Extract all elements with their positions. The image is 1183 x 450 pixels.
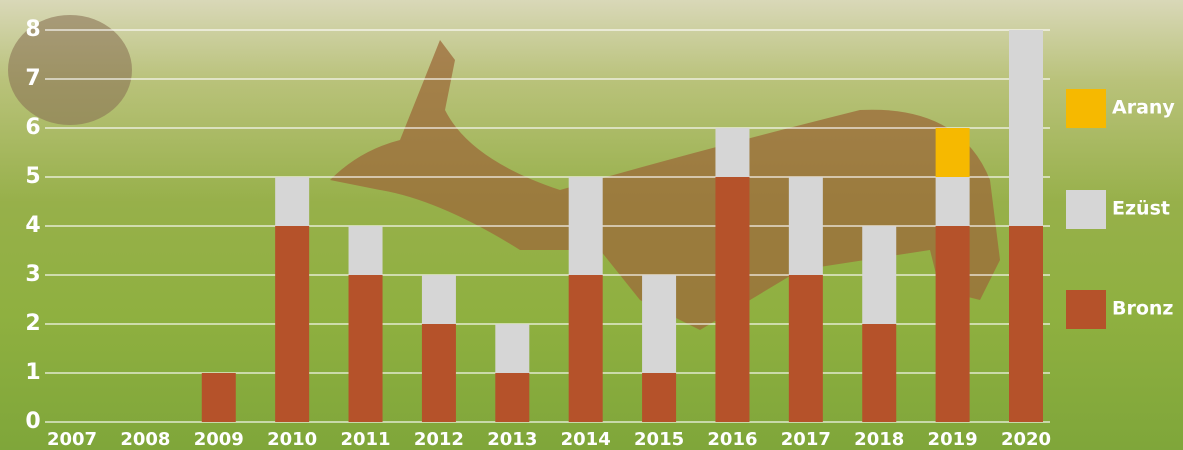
page: 0 1 2 3 4 5 6 7 8 2007 2008 2009 2010 2011 2012 2013 201…: [0, 0, 1183, 450]
bar-segment: [715, 177, 749, 422]
bar-segment: [422, 324, 456, 422]
x-tick-label: 2014: [561, 429, 611, 450]
bar-segment: [569, 275, 603, 422]
bar-segment: [936, 128, 970, 177]
y-tick-label: 4: [25, 213, 40, 238]
bar-segment: [936, 226, 970, 422]
bar-segment: [569, 177, 603, 275]
y-tick-label: 1: [25, 360, 40, 385]
x-tick-label: 2020: [1001, 429, 1051, 450]
bar-segment: [715, 128, 749, 177]
x-tick-label: 2016: [707, 429, 757, 450]
bar-segment: [642, 275, 676, 373]
legend-label: Bronz: [1112, 298, 1174, 320]
bar-segment: [349, 275, 383, 422]
x-tick-label: 2018: [854, 429, 904, 450]
bar-segment: [642, 373, 676, 422]
bar-segment: [495, 324, 529, 373]
x-tick-label: 2012: [414, 429, 464, 450]
bar-segment: [789, 275, 823, 422]
x-tick-label: 2011: [340, 429, 390, 450]
x-tick-label: 2010: [267, 429, 317, 450]
bar-segment: [1009, 30, 1043, 226]
legend-swatch: [1066, 190, 1106, 229]
y-tick-label: 0: [25, 409, 40, 434]
chart: 0 1 2 3 4 5 6 7 8 2007 2008 2009 2010 2011 2012 2013 201…: [0, 0, 1183, 450]
bar-segment: [495, 373, 529, 422]
legend-label: Ezüst: [1112, 198, 1170, 220]
bar-segment: [936, 177, 970, 226]
y-tick-label: 8: [25, 17, 40, 42]
y-tick-label: 3: [25, 262, 40, 287]
y-tick-label: 6: [25, 115, 40, 140]
x-tick-label: 2007: [47, 429, 97, 450]
bar-segment: [349, 226, 383, 275]
x-tick-label: 2017: [781, 429, 831, 450]
legend-swatch: [1066, 290, 1106, 329]
y-tick-label: 7: [25, 66, 40, 91]
x-tick-label: 2015: [634, 429, 684, 450]
legend-label: Arany: [1112, 97, 1175, 119]
bar-segment: [422, 275, 456, 324]
bar-segment: [1009, 226, 1043, 422]
bar-segment: [202, 373, 236, 422]
y-tick-label: 2: [25, 311, 40, 336]
bar-segment: [275, 226, 309, 422]
bar-segment: [275, 177, 309, 226]
x-tick-label: 2019: [928, 429, 978, 450]
x-tick-label: 2009: [194, 429, 244, 450]
x-tick-label: 2008: [120, 429, 170, 450]
y-tick-label: 5: [25, 164, 40, 189]
x-tick-label: 2013: [487, 429, 537, 450]
bar-segment: [789, 177, 823, 275]
legend-swatch: [1066, 89, 1106, 128]
bar-segment: [862, 226, 896, 324]
bar-segment: [862, 324, 896, 422]
